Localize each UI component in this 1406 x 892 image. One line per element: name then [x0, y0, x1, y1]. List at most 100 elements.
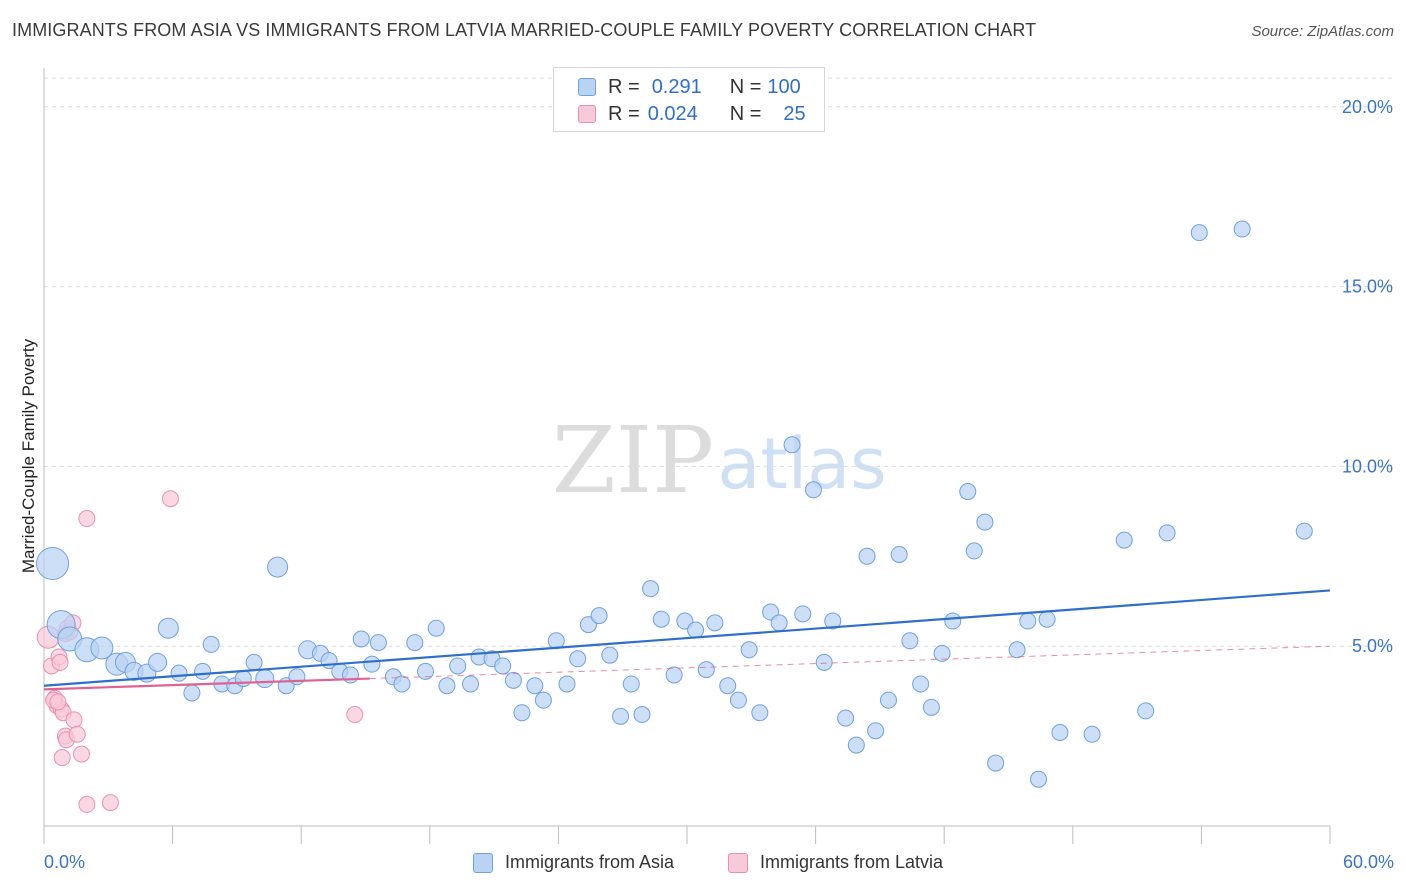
asia-swatch [578, 78, 596, 96]
asia-point [706, 614, 724, 632]
asia-point [783, 436, 801, 454]
asia-point [1019, 612, 1037, 630]
asia-point [633, 706, 651, 724]
latvia-trend-line [43, 677, 370, 691]
asia-point [90, 636, 114, 660]
asia-point [1233, 220, 1251, 238]
asia-point [494, 657, 512, 675]
latvia-point [53, 749, 71, 767]
asia-point [234, 670, 252, 688]
asia-point [462, 675, 480, 693]
asia-point [687, 621, 705, 639]
asia-point [652, 610, 670, 628]
asia-point [148, 652, 168, 672]
series-legend: Immigrants from Asia Immigrants from Lat… [0, 852, 1406, 878]
asia-point [612, 707, 630, 725]
axes [43, 68, 1331, 844]
watermark-zip: ZIP [552, 407, 714, 514]
asia-point [267, 556, 289, 578]
asia-point [526, 677, 544, 695]
latvia-point [51, 653, 69, 671]
asia-point [922, 698, 940, 716]
legend-r-value: 0.291 [651, 75, 702, 98]
asia-point [352, 630, 370, 648]
asia-point [438, 677, 456, 695]
latvia-legend-swatch [728, 852, 748, 873]
asia-point [622, 675, 640, 693]
asia-point [1008, 641, 1026, 659]
asia-point [157, 617, 179, 639]
latvia-point [65, 711, 83, 729]
asia-point [965, 542, 983, 560]
asia-trend-line [43, 589, 1331, 687]
asia-point [837, 709, 855, 727]
asia-point [933, 644, 951, 662]
latvia-point [161, 490, 179, 508]
asia-point [1051, 724, 1069, 741]
y-tick-label: 20.0% [1342, 97, 1393, 117]
legend-label-latvia: Immigrants from Latvia [760, 852, 944, 872]
legend-r-label: R = [608, 75, 640, 98]
asia-point [804, 481, 822, 499]
legend-item-latvia: Immigrants from Latvia [728, 852, 943, 873]
latvia-point [78, 795, 96, 813]
latvia-point [73, 745, 91, 763]
legend: R = 0.291 N = 100 R = 0.024 N = 25 [553, 67, 825, 132]
asia-point [363, 655, 381, 673]
legend-n-label: N = [729, 75, 762, 98]
asia-point [36, 546, 70, 580]
asia-point [1295, 522, 1313, 540]
asia-point [504, 671, 522, 689]
asia-point [393, 675, 411, 693]
asia-point [569, 650, 587, 668]
latvia-point [346, 706, 364, 724]
asia-point [642, 580, 660, 598]
asia-point [194, 662, 212, 680]
asia-point [740, 641, 758, 659]
legend-n-value: 100 [767, 75, 801, 98]
asia-legend-swatch [473, 852, 493, 873]
x-tick-min: 0.0% [44, 852, 86, 872]
asia-point [867, 722, 885, 740]
asia-point [369, 634, 387, 652]
asia-point [1137, 702, 1155, 720]
gridlines [44, 77, 1395, 647]
asia-point [183, 684, 201, 702]
latvia-swatch [578, 105, 596, 123]
y-tick-labels: 5.0% 10.0% 15.0% 20.0% [1342, 97, 1393, 656]
asia-point [590, 607, 608, 625]
asia-point [417, 662, 435, 680]
asia-point [890, 545, 908, 563]
watermark-atlas: atlas [717, 423, 886, 505]
legend-r-label: R = [608, 102, 640, 125]
latvia-point [78, 510, 96, 528]
asia-point [341, 666, 359, 684]
asia-point [245, 653, 263, 671]
chart-title: IMMIGRANTS FROM ASIA VS IMMIGRANTS FROM … [12, 20, 1037, 40]
asia-point [815, 653, 833, 671]
legend-n-label: N = [729, 102, 762, 125]
legend-label-asia: Immigrants from Asia [505, 852, 675, 872]
asia-point [1038, 610, 1056, 628]
legend-r-value: 0.024 [647, 102, 698, 125]
asia-point [987, 754, 1005, 772]
asia-point [697, 661, 715, 679]
asia-point [513, 704, 531, 722]
asia-point [879, 691, 897, 709]
legend-row-latvia: R = 0.024 N = 25 [578, 101, 806, 127]
legend-n-value: 25 [783, 102, 806, 125]
asia-point [170, 664, 188, 682]
asia-point [901, 632, 919, 650]
asia-point [847, 736, 865, 754]
asia-point [202, 635, 220, 653]
asia-point [1158, 524, 1176, 542]
asia-point [770, 614, 788, 632]
asia-point [729, 691, 747, 709]
y-tick-label: 5.0% [1352, 636, 1393, 656]
latvia-point [101, 794, 119, 812]
latvia-point [49, 693, 67, 711]
asia-point [449, 657, 467, 675]
asia-point [1190, 224, 1208, 242]
asia-point [858, 547, 876, 565]
